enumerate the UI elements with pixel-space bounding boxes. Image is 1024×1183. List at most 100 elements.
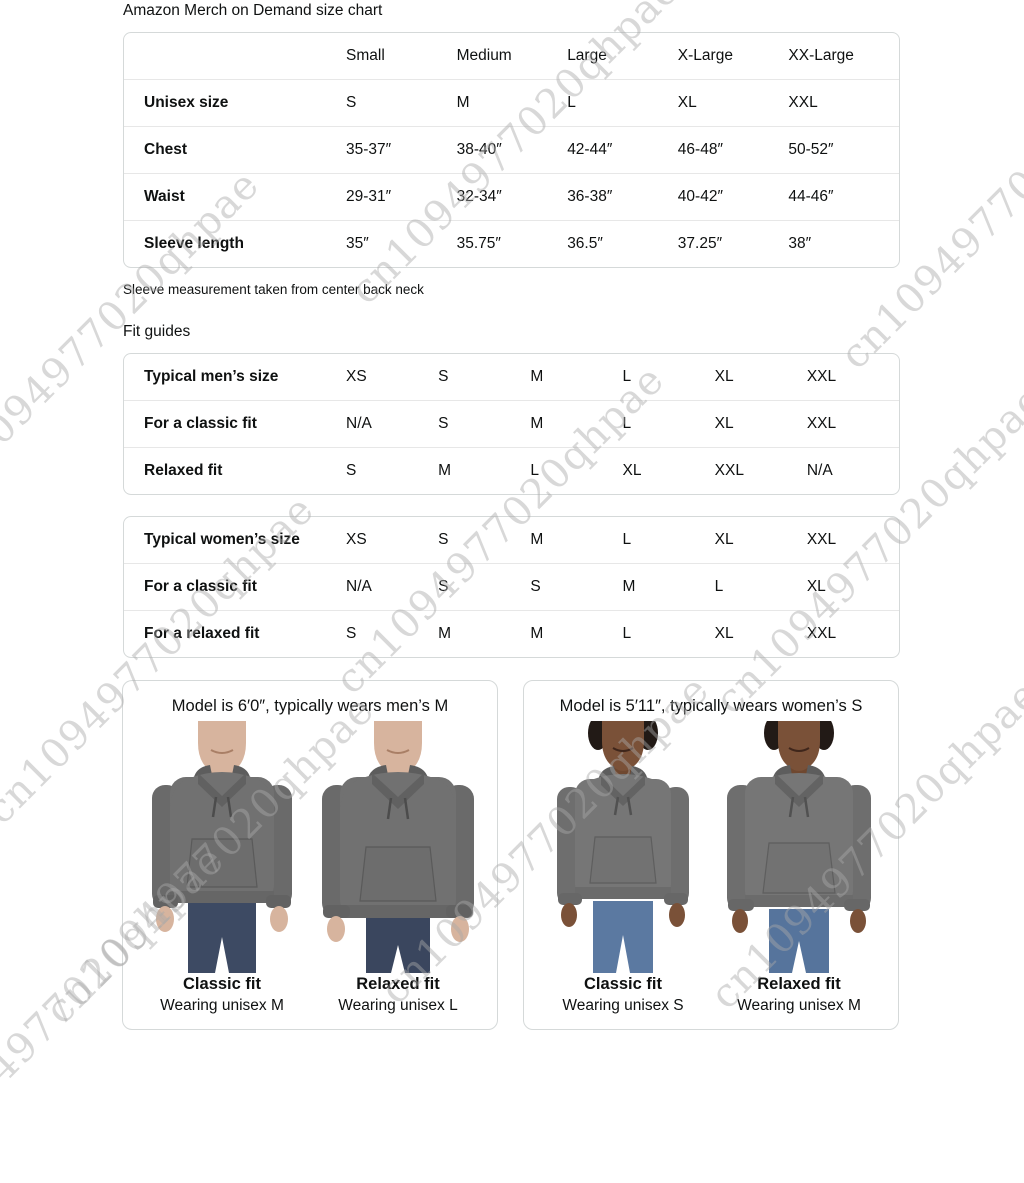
table-cell: 38-40″ bbox=[456, 141, 502, 158]
table-cell: XXL bbox=[714, 462, 744, 479]
table-cell: M bbox=[530, 415, 544, 432]
table-cell: N/A bbox=[806, 462, 833, 479]
mens-fit-table: Typical men’s size XS S M L XL XXL For a… bbox=[123, 353, 900, 495]
row-label: Relaxed fit bbox=[144, 462, 223, 479]
model-photos: Classic fit Wearing unisex S bbox=[535, 721, 887, 1015]
row-label: Sleeve length bbox=[144, 235, 244, 252]
row-label: For a relaxed fit bbox=[144, 625, 260, 642]
table-cell: M bbox=[530, 368, 544, 385]
table-cell: XL bbox=[806, 578, 826, 595]
mens-model-card: Model is 6′0″, typically wears men’s M bbox=[122, 680, 498, 1030]
fit-label: Relaxed fit bbox=[757, 975, 841, 993]
table-cell: L bbox=[567, 94, 576, 111]
column-header: Large bbox=[567, 47, 607, 64]
table-cell: XL bbox=[677, 94, 697, 111]
table-cell: M bbox=[456, 94, 470, 111]
model-cards-row: Model is 6′0″, typically wears men’s M bbox=[122, 680, 900, 1030]
wearing-label: Wearing unisex L bbox=[338, 997, 458, 1014]
model-photos: Classic fit Wearing unisex M bbox=[134, 721, 486, 1015]
table-cell: L bbox=[622, 368, 632, 385]
table-cell: S bbox=[438, 578, 449, 595]
table-cell: S bbox=[438, 368, 449, 385]
table-row: Typical men’s size XS S M L XL XXL bbox=[124, 354, 899, 400]
table-cell: XS bbox=[346, 531, 367, 548]
table-cell: M bbox=[438, 462, 452, 479]
table-cell: XXL bbox=[806, 531, 837, 548]
row-label: Typical men’s size bbox=[144, 368, 279, 385]
table-cell: M bbox=[530, 531, 544, 548]
table-cell: 36.5″ bbox=[567, 235, 603, 252]
table-cell: XL bbox=[714, 368, 734, 385]
column-header: X-Large bbox=[677, 47, 733, 64]
table-cell: 32-34″ bbox=[456, 188, 502, 205]
table-cell: L bbox=[622, 625, 632, 642]
female-classic-fit-photo bbox=[557, 721, 689, 973]
table-cell: N/A bbox=[346, 415, 372, 432]
male-relaxed-fit-photo bbox=[322, 721, 474, 973]
table-cell: 35.75″ bbox=[456, 235, 501, 252]
table-cell: S bbox=[346, 94, 357, 111]
fit-label: Classic fit bbox=[584, 975, 662, 993]
table-cell: L bbox=[622, 415, 632, 432]
column-header: Small bbox=[346, 47, 385, 64]
table-cell: 35″ bbox=[346, 235, 369, 252]
model-card-title: Model is 5′11″, typically wears women’s … bbox=[559, 697, 863, 715]
table-cell: XXL bbox=[806, 368, 837, 385]
table-row: Chest 35-37″ 38-40″ 42-44″ 46-48″ 50-52″ bbox=[124, 126, 899, 173]
table-row: Typical women’s size XS S M L XL XXL bbox=[124, 517, 899, 563]
row-label: For a classic fit bbox=[144, 415, 257, 432]
row-label: Unisex size bbox=[144, 94, 229, 111]
table-cell: XXL bbox=[788, 94, 818, 111]
table-cell: XL bbox=[714, 625, 734, 642]
fit-label: Classic fit bbox=[183, 975, 261, 993]
relaxed-fit-figure: Relaxed fit Wearing unisex L bbox=[310, 721, 486, 1015]
page-title: Amazon Merch on Demand size chart bbox=[123, 2, 383, 19]
table-cell: S bbox=[346, 462, 357, 479]
table-cell: L bbox=[622, 531, 632, 548]
table-cell: M bbox=[438, 625, 452, 642]
fit-label: Relaxed fit bbox=[356, 975, 440, 993]
table-cell: S bbox=[438, 415, 449, 432]
table-cell: M bbox=[530, 625, 544, 642]
table-cell: XS bbox=[346, 368, 367, 385]
table-cell: XXL bbox=[806, 625, 837, 642]
table-cell: N/A bbox=[346, 578, 372, 595]
male-classic-fit-photo bbox=[152, 721, 292, 973]
table-row: Sleeve length 35″ 35.75″ 36.5″ 37.25″ 38… bbox=[124, 220, 899, 267]
table-cell: 36-38″ bbox=[567, 188, 613, 205]
row-label: For a classic fit bbox=[144, 578, 257, 595]
wearing-label: Wearing unisex M bbox=[737, 997, 861, 1014]
table-row: Waist 29-31″ 32-34″ 36-38″ 40-42″ 44-46″ bbox=[124, 173, 899, 220]
table-cell: 29-31″ bbox=[346, 188, 392, 205]
table-cell: S bbox=[438, 531, 449, 548]
classic-fit-figure: Classic fit Wearing unisex M bbox=[134, 721, 310, 1015]
classic-fit-figure: Classic fit Wearing unisex S bbox=[535, 721, 711, 1015]
female-relaxed-fit-photo bbox=[727, 721, 871, 973]
womens-fit-table: Typical women’s size XS S M L XL XXL For… bbox=[123, 516, 900, 658]
table-cell: 37.25″ bbox=[677, 235, 723, 252]
sleeve-measurement-note: Sleeve measurement taken from center bac… bbox=[123, 282, 424, 297]
table-cell: 50-52″ bbox=[788, 141, 834, 158]
fit-guides-heading: Fit guides bbox=[123, 323, 191, 340]
wearing-label: Wearing unisex M bbox=[160, 997, 284, 1014]
table-cell: XL bbox=[622, 462, 642, 479]
table-cell: XXL bbox=[806, 415, 837, 432]
table-cell: 42-44″ bbox=[567, 141, 613, 158]
table-cell: L bbox=[530, 462, 539, 479]
column-header: Medium bbox=[456, 47, 512, 64]
table-cell: M bbox=[622, 578, 636, 595]
row-label: Typical women’s size bbox=[144, 531, 300, 548]
relaxed-fit-figure: Relaxed fit Wearing unisex M bbox=[711, 721, 887, 1015]
table-row: For a relaxed fit S M M L XL XXL bbox=[124, 610, 899, 657]
model-card-title: Model is 6′0″, typically wears men’s M bbox=[171, 697, 449, 715]
table-header-row: Small Medium Large X-Large XX-Large bbox=[124, 33, 899, 79]
row-label: Chest bbox=[144, 141, 188, 158]
table-row: Relaxed fit S M L XL XXL N/A bbox=[124, 447, 899, 494]
table-cell: XL bbox=[714, 531, 734, 548]
row-label: Waist bbox=[144, 188, 185, 205]
table-cell: 40-42″ bbox=[677, 188, 723, 205]
size-chart-document: Amazon Merch on Demand size chart Small … bbox=[122, 2, 900, 1030]
table-cell: L bbox=[714, 578, 724, 595]
table-row: Unisex size S M L XL XXL bbox=[124, 79, 899, 126]
size-chart-table: Small Medium Large X-Large XX-Large Unis… bbox=[123, 32, 900, 268]
